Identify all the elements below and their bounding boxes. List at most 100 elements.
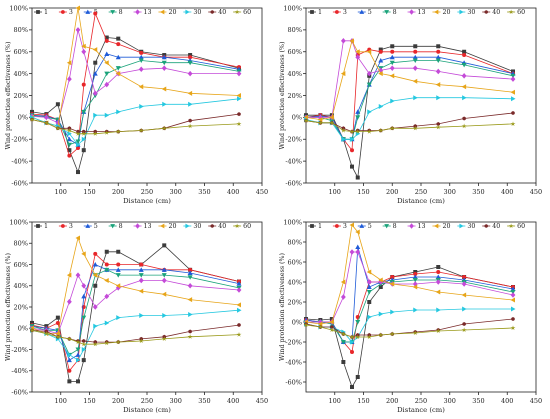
data-point-20	[81, 251, 86, 257]
legend-label-1: 1	[44, 9, 48, 16]
series-line-13	[31, 274, 240, 335]
data-point-20	[138, 288, 144, 294]
data-point-8	[115, 273, 121, 278]
data-point-8	[435, 58, 441, 63]
data-point-13	[340, 294, 346, 300]
data-point-20	[104, 60, 109, 66]
data-point-5	[75, 352, 81, 357]
data-point-13	[81, 48, 87, 55]
data-point-13	[104, 81, 110, 88]
data-point-3	[93, 11, 98, 16]
data-point-30	[378, 311, 384, 317]
series-line-20	[31, 7, 240, 127]
data-point-20	[104, 277, 109, 283]
data-point-30	[413, 95, 418, 101]
y-tick-label: 0%	[18, 114, 28, 122]
legend-marker-5	[359, 9, 365, 14]
data-point-3	[413, 49, 418, 54]
data-point-20	[340, 71, 346, 77]
series-5	[29, 262, 242, 363]
series-line-30	[31, 309, 240, 361]
data-point-8	[355, 115, 361, 120]
legend-label-20: 20	[442, 9, 450, 16]
legend-label-60: 60	[243, 9, 251, 16]
x-tick-label: 350	[198, 188, 210, 196]
data-point-1	[55, 102, 60, 107]
data-point-5	[66, 136, 72, 142]
data-point-1	[162, 243, 167, 248]
legend-marker-3	[60, 224, 65, 228]
legend-marker-30	[185, 9, 190, 15]
data-point-30	[67, 352, 72, 358]
series-30	[304, 306, 516, 345]
y-tick-label: -40%	[285, 157, 302, 165]
data-point-60	[366, 334, 372, 340]
data-point-1	[93, 283, 98, 288]
legend-label-30: 30	[193, 9, 201, 16]
legend-marker-8	[110, 10, 116, 15]
series-line-20	[305, 39, 514, 121]
data-point-60	[389, 125, 395, 131]
data-point-20	[66, 272, 72, 278]
legend-label-60: 60	[517, 223, 525, 230]
data-point-8	[412, 58, 418, 63]
series-line-13	[306, 40, 514, 118]
data-point-13	[355, 54, 361, 61]
data-point-60	[81, 341, 87, 347]
data-point-20	[138, 84, 144, 90]
series-3	[304, 47, 515, 153]
data-point-20	[510, 297, 515, 303]
legend-label-40: 40	[492, 9, 500, 16]
chart-panel-3: 100 150 200 250 300 350 400 450 -60% -40% -20% 0% 20…	[5, 218, 268, 414]
data-point-40	[82, 339, 86, 343]
data-point-1	[367, 300, 372, 304]
x-tick-label: 450	[530, 397, 542, 405]
y-tick-label: -40%	[285, 358, 302, 366]
data-point-40	[436, 121, 440, 126]
data-point-20	[75, 235, 80, 241]
x-tick-label: 150	[83, 188, 95, 196]
data-point-20	[92, 47, 98, 53]
data-point-13	[340, 38, 346, 44]
data-point-20	[389, 73, 395, 79]
legend-marker-20	[434, 223, 439, 229]
data-point-20	[161, 86, 167, 92]
data-point-1	[350, 164, 354, 169]
x-tick-label: 450	[530, 188, 542, 196]
legend-label-8: 8	[393, 223, 397, 230]
data-point-8	[412, 278, 418, 283]
legend-marker-20	[434, 9, 439, 15]
series-60	[303, 322, 516, 340]
data-point-5	[510, 286, 516, 291]
data-point-30	[93, 323, 98, 329]
data-point-13	[81, 282, 87, 289]
data-point-60	[317, 324, 323, 330]
data-point-13	[378, 279, 384, 285]
y-tick-label: 20%	[288, 298, 302, 306]
legend-marker-5	[359, 223, 365, 228]
data-point-40	[237, 112, 241, 117]
data-point-40	[462, 322, 466, 326]
y-axis-title: Wind protection effectiveness (%)	[5, 42, 12, 150]
data-point-20	[329, 114, 334, 120]
data-point-30	[390, 98, 395, 104]
data-point-60	[355, 334, 361, 340]
data-point-13	[461, 73, 467, 79]
data-point-60	[389, 331, 395, 337]
data-point-5	[389, 54, 395, 60]
data-point-20	[461, 292, 467, 298]
legend-label-60: 60	[517, 9, 525, 16]
data-point-5	[435, 54, 441, 60]
data-point-1	[67, 379, 72, 384]
data-point-13	[378, 67, 384, 74]
series-8	[303, 58, 516, 142]
data-point-60	[66, 127, 72, 133]
data-point-30	[462, 306, 467, 312]
legend-marker-30	[459, 9, 464, 15]
x-axis-title: Distance (cm)	[397, 197, 445, 205]
legend-marker-13	[409, 223, 414, 229]
data-point-1	[355, 175, 360, 180]
data-point-30	[367, 314, 372, 320]
